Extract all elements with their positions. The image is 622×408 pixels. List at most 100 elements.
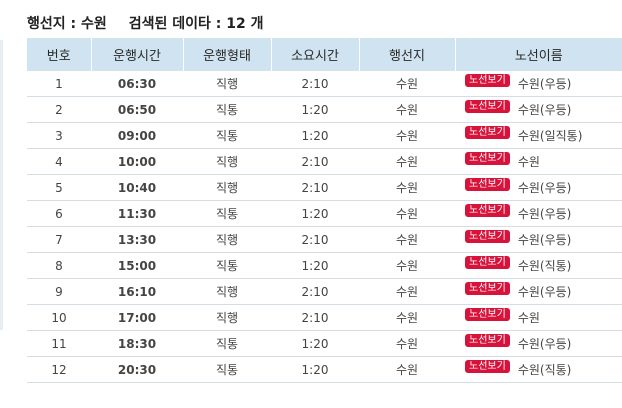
cell-time: 09:00 bbox=[91, 122, 183, 149]
cell-type: 직행 bbox=[183, 174, 271, 201]
view-route-button[interactable]: 노선보기 bbox=[465, 256, 510, 269]
search-summary: 행선지 : 수원 검색된 데이타 : 12 개 bbox=[27, 13, 264, 33]
cell-type: 직행 bbox=[183, 148, 271, 175]
cell-destination: 수원 bbox=[359, 252, 455, 279]
cell-route: 노선보기 수원(직통) bbox=[455, 252, 622, 279]
cell-route: 노선보기 수원(우등) bbox=[455, 200, 622, 227]
table-row: 8 15:00 직통 1:20 수원 노선보기 수원(직통) bbox=[27, 252, 622, 279]
cell-duration: 2:10 bbox=[271, 174, 359, 201]
route-name: 수원(직통) bbox=[517, 259, 572, 273]
table-row: 12 20:30 직통 1:20 수원 노선보기 수원(직통) bbox=[27, 356, 622, 383]
header-service-type: 운행형태 bbox=[182, 38, 271, 71]
view-route-button[interactable]: 노선보기 bbox=[465, 230, 510, 243]
cell-destination: 수원 bbox=[359, 200, 455, 227]
cell-route: 노선보기 수원(우등) bbox=[455, 96, 622, 123]
header-route-name: 노선이름 bbox=[454, 38, 622, 71]
cell-time: 20:30 bbox=[91, 356, 183, 383]
cell-duration: 1:20 bbox=[271, 252, 359, 279]
cell-time: 06:30 bbox=[91, 71, 183, 97]
cell-destination: 수원 bbox=[359, 71, 455, 97]
cell-route: 노선보기 수원(우등) bbox=[455, 226, 622, 253]
table-row: 6 11:30 직통 1:20 수원 노선보기 수원(우등) bbox=[27, 200, 622, 227]
table-row: 3 09:00 직통 1:20 수원 노선보기 수원(일직통) bbox=[27, 122, 622, 149]
route-name: 수원(우등) bbox=[517, 77, 572, 91]
cell-number: 6 bbox=[27, 200, 91, 227]
cell-number: 1 bbox=[27, 71, 91, 97]
route-name: 수원 bbox=[517, 155, 540, 169]
table-row: 5 10:40 직행 2:10 수원 노선보기 수원(우등) bbox=[27, 174, 622, 201]
cell-time: 17:00 bbox=[91, 304, 183, 331]
header-number: 번호 bbox=[27, 38, 91, 71]
cell-destination: 수원 bbox=[359, 226, 455, 253]
cell-duration: 1:20 bbox=[271, 200, 359, 227]
cell-number: 8 bbox=[27, 252, 91, 279]
destination-label: 행선지 : 수원 bbox=[27, 16, 107, 32]
view-route-button[interactable]: 노선보기 bbox=[465, 178, 510, 191]
cell-duration: 1:20 bbox=[271, 356, 359, 383]
table-row: 1 06:30 직행 2:10 수원 노선보기 수원(우등) bbox=[27, 71, 622, 97]
cell-number: 12 bbox=[27, 356, 91, 383]
cell-type: 직행 bbox=[183, 278, 271, 305]
cell-destination: 수원 bbox=[359, 174, 455, 201]
cell-type: 직행 bbox=[183, 71, 271, 97]
cell-type: 직통 bbox=[183, 330, 271, 357]
cell-destination: 수원 bbox=[359, 356, 455, 383]
table-row: 9 16:10 직행 2:10 수원 노선보기 수원(우등) bbox=[27, 278, 622, 305]
cell-time: 10:40 bbox=[91, 174, 183, 201]
cell-route: 노선보기 수원(일직통) bbox=[455, 122, 622, 149]
view-route-button[interactable]: 노선보기 bbox=[465, 100, 510, 113]
header-destination: 행선지 bbox=[358, 38, 455, 71]
view-route-button[interactable]: 노선보기 bbox=[465, 126, 510, 139]
cell-route: 노선보기 수원(우등) bbox=[455, 278, 622, 305]
route-name: 수원(우등) bbox=[517, 207, 572, 221]
cell-type: 직행 bbox=[183, 304, 271, 331]
route-name: 수원(일직통) bbox=[517, 129, 583, 143]
cell-destination: 수원 bbox=[359, 122, 455, 149]
cell-route: 노선보기 수원(직통) bbox=[455, 356, 622, 383]
cell-route: 노선보기 수원(우등) bbox=[455, 71, 622, 97]
view-route-button[interactable]: 노선보기 bbox=[465, 152, 510, 165]
view-route-button[interactable]: 노선보기 bbox=[465, 334, 510, 347]
cell-type: 직행 bbox=[183, 226, 271, 253]
cell-destination: 수원 bbox=[359, 96, 455, 123]
cell-route: 노선보기 수원(우등) bbox=[455, 174, 622, 201]
route-name: 수원(우등) bbox=[517, 103, 572, 117]
cell-destination: 수원 bbox=[359, 148, 455, 175]
cell-destination: 수원 bbox=[359, 304, 455, 331]
view-route-button[interactable]: 노선보기 bbox=[465, 204, 510, 217]
view-route-button[interactable]: 노선보기 bbox=[465, 282, 510, 295]
cell-destination: 수원 bbox=[359, 330, 455, 357]
cell-duration: 2:10 bbox=[271, 71, 359, 97]
view-route-button[interactable]: 노선보기 bbox=[465, 360, 510, 373]
route-name: 수원(우등) bbox=[517, 285, 572, 299]
header-duration: 소요시간 bbox=[270, 38, 359, 71]
cell-type: 직통 bbox=[183, 252, 271, 279]
table-row: 4 10:00 직행 2:10 수원 노선보기 수원 bbox=[27, 148, 622, 175]
cell-time: 11:30 bbox=[91, 200, 183, 227]
cell-time: 16:10 bbox=[91, 278, 183, 305]
cell-type: 직통 bbox=[183, 356, 271, 383]
table-header-row: 번호 운행시간 운행형태 소요시간 행선지 노선이름 bbox=[27, 38, 622, 71]
cell-duration: 1:20 bbox=[271, 330, 359, 357]
route-name: 수원(우등) bbox=[517, 233, 572, 247]
cell-duration: 2:10 bbox=[271, 304, 359, 331]
cell-number: 10 bbox=[27, 304, 91, 331]
route-name: 수원(직통) bbox=[517, 363, 572, 377]
cell-time: 13:30 bbox=[91, 226, 183, 253]
cell-number: 2 bbox=[27, 96, 91, 123]
cell-duration: 1:20 bbox=[271, 96, 359, 123]
cell-time: 06:50 bbox=[91, 96, 183, 123]
table-row: 2 06:50 직통 1:20 수원 노선보기 수원(우등) bbox=[27, 96, 622, 123]
cell-route: 노선보기 수원 bbox=[455, 148, 622, 175]
cell-type: 직통 bbox=[183, 96, 271, 123]
view-route-button[interactable]: 노선보기 bbox=[465, 308, 510, 321]
result-count-label: 검색된 데이타 : 12 개 bbox=[128, 16, 264, 32]
table-row: 11 18:30 직통 1:20 수원 노선보기 수원(우등) bbox=[27, 330, 622, 357]
cell-type: 직통 bbox=[183, 122, 271, 149]
cell-number: 4 bbox=[27, 148, 91, 175]
cell-number: 7 bbox=[27, 226, 91, 253]
cell-duration: 1:20 bbox=[271, 122, 359, 149]
route-name: 수원(우등) bbox=[517, 337, 572, 351]
view-route-button[interactable]: 노선보기 bbox=[465, 74, 510, 87]
cell-route: 노선보기 수원(우등) bbox=[455, 330, 622, 357]
